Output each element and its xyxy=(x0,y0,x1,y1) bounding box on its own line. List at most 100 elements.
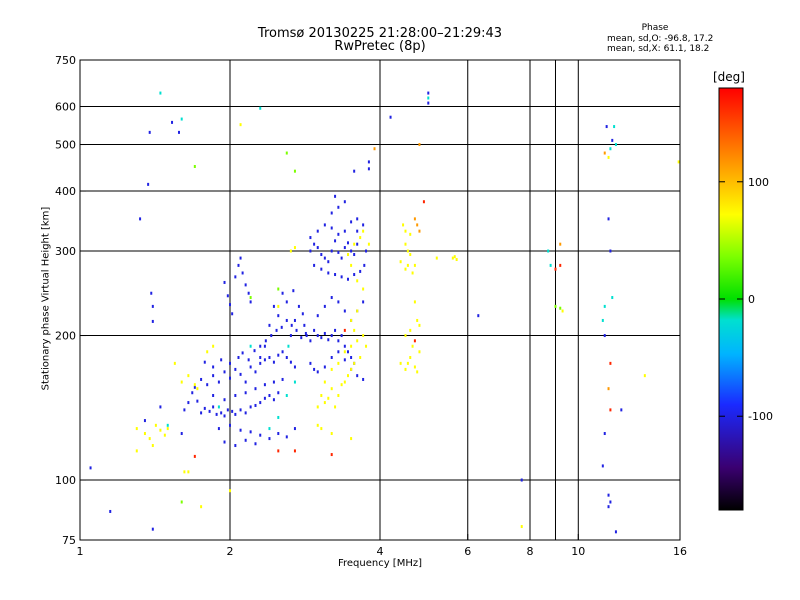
data-point xyxy=(272,360,275,364)
data-point xyxy=(406,249,409,253)
data-point xyxy=(356,242,359,246)
data-point xyxy=(191,391,194,395)
data-point xyxy=(409,253,412,257)
legend-stat-o: mean, sd,O: -96.8, 17.2 xyxy=(607,34,714,44)
data-point xyxy=(353,253,356,257)
data-point xyxy=(356,217,359,221)
data-point xyxy=(559,242,562,246)
data-point xyxy=(309,339,312,343)
data-point xyxy=(373,147,376,151)
data-point xyxy=(289,360,292,364)
data-point xyxy=(346,277,349,281)
data-point xyxy=(330,334,333,338)
x-axis-label: Frequency [MHz] xyxy=(337,558,423,569)
data-point xyxy=(334,273,337,277)
data-point xyxy=(254,387,257,391)
data-point xyxy=(327,271,330,275)
data-point xyxy=(150,291,153,295)
data-point xyxy=(212,344,215,348)
data-point xyxy=(229,303,231,307)
data-point xyxy=(316,229,319,233)
data-point xyxy=(337,300,340,304)
data-point xyxy=(343,328,346,332)
data-point xyxy=(343,350,346,354)
data-point xyxy=(363,263,366,267)
data-point xyxy=(259,401,262,405)
data-point xyxy=(159,91,162,95)
grid-layer xyxy=(80,60,680,540)
data-point xyxy=(270,334,273,338)
data-point xyxy=(320,253,323,257)
data-point xyxy=(247,291,250,295)
data-point xyxy=(180,500,183,504)
data-point xyxy=(334,194,337,198)
data-point xyxy=(613,125,616,129)
data-point xyxy=(343,344,346,348)
data-point xyxy=(323,380,326,384)
data-point xyxy=(234,412,237,416)
data-point xyxy=(226,294,229,298)
data-point xyxy=(187,401,190,405)
data-point xyxy=(350,367,353,371)
data-point xyxy=(281,291,284,295)
data-point xyxy=(277,304,280,308)
data-point xyxy=(297,304,300,308)
data-point xyxy=(289,249,292,253)
data-point xyxy=(151,304,154,308)
data-point xyxy=(418,143,421,147)
data-point xyxy=(193,385,196,389)
data-point xyxy=(643,374,646,378)
data-point xyxy=(362,377,365,381)
data-point xyxy=(259,344,262,348)
data-point xyxy=(229,361,231,365)
data-point xyxy=(293,380,296,384)
data-point xyxy=(277,432,280,436)
data-point xyxy=(200,411,203,415)
data-point xyxy=(520,478,523,482)
data-point xyxy=(217,427,220,431)
data-point xyxy=(272,380,275,384)
data-point xyxy=(350,344,353,348)
data-point xyxy=(346,241,349,245)
data-point xyxy=(316,423,319,427)
data-point xyxy=(180,432,183,436)
data-point xyxy=(239,256,242,260)
data-point xyxy=(356,339,359,343)
x-tick-label: 1 xyxy=(77,545,84,558)
data-point xyxy=(203,406,206,410)
colorbar-tick-label: -100 xyxy=(748,410,773,423)
data-point xyxy=(614,530,617,534)
data-point xyxy=(353,328,356,332)
data-point xyxy=(603,334,606,338)
data-point xyxy=(411,271,414,275)
data-point xyxy=(353,169,356,173)
data-point xyxy=(212,394,215,398)
data-point xyxy=(237,355,240,359)
data-point xyxy=(180,380,183,384)
data-point xyxy=(605,125,608,129)
data-point xyxy=(609,147,612,151)
data-point xyxy=(223,414,226,418)
data-point xyxy=(301,312,304,316)
data-point xyxy=(343,358,346,362)
data-point xyxy=(193,383,196,387)
data-point xyxy=(154,423,157,427)
data-point xyxy=(365,344,368,348)
colorbar-tick-label: 100 xyxy=(748,176,769,189)
data-point xyxy=(416,370,419,374)
data-point xyxy=(350,249,353,253)
data-point xyxy=(343,309,346,313)
data-point xyxy=(249,405,252,409)
x-tick-label: 4 xyxy=(377,545,384,558)
data-point xyxy=(268,394,271,398)
data-point xyxy=(316,405,319,409)
data-point xyxy=(427,101,430,105)
data-point xyxy=(334,328,337,332)
data-point xyxy=(281,377,284,381)
data-point xyxy=(215,412,218,416)
data-point xyxy=(285,394,288,398)
data-point xyxy=(151,319,154,323)
data-point xyxy=(163,433,166,437)
data-point xyxy=(320,427,323,431)
